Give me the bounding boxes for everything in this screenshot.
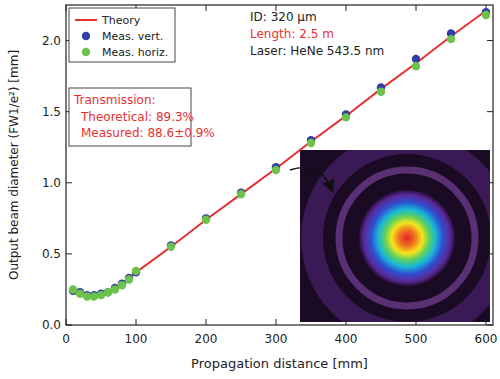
data xyxy=(69,8,490,301)
legend-label: Theory xyxy=(101,14,141,27)
transmission-line: Measured: 88.6±0.9% xyxy=(81,126,215,140)
x-tick xyxy=(486,319,487,325)
x-tick xyxy=(136,319,137,325)
x-tick-top xyxy=(206,5,207,11)
y-tick-label: 1.0 xyxy=(42,176,61,190)
legend: Theory Meas. vert. Meas. horiz. xyxy=(69,8,175,62)
y-tick-label: 2.0 xyxy=(42,34,61,48)
point xyxy=(377,88,385,96)
point xyxy=(307,139,315,147)
y-tick-right xyxy=(487,111,493,112)
x-tick-label: 100 xyxy=(125,332,148,346)
y-axis-label: Output beam diameter (FW1/e²) [mm] xyxy=(7,50,21,280)
x-tick-top xyxy=(416,5,417,11)
legend-label: Meas. vert. xyxy=(102,30,163,43)
y-tick-label: 1.5 xyxy=(42,105,61,119)
annotation: Laser: HeNe 543.5 nm xyxy=(250,44,384,58)
y-tick-right xyxy=(487,40,493,41)
point xyxy=(202,216,210,224)
transmission-title: Transmission: xyxy=(73,93,156,107)
point xyxy=(111,285,119,293)
annotation: Length: 2.5 m xyxy=(250,27,334,41)
annotation: ID: 320 µm xyxy=(250,10,317,24)
x-axis-label: Propagation distance [mm] xyxy=(191,356,368,371)
y-tick xyxy=(66,253,72,254)
x-tick-top xyxy=(346,5,347,11)
transmission-box: Transmission: Theoretical: 89.3% Measured:… xyxy=(69,88,215,146)
frame xyxy=(66,5,493,325)
plot-bg xyxy=(66,5,493,325)
legend-line xyxy=(75,19,97,21)
point xyxy=(447,35,455,43)
point xyxy=(412,62,420,70)
point xyxy=(272,166,280,174)
point xyxy=(132,267,140,275)
inset xyxy=(300,150,490,322)
x-tick-label: 400 xyxy=(335,332,358,346)
legend-label: Meas. horiz. xyxy=(102,46,168,59)
point xyxy=(482,11,490,19)
point xyxy=(90,292,98,300)
x-tick xyxy=(416,319,417,325)
inset-halo xyxy=(312,150,490,322)
x-tick xyxy=(346,319,347,325)
inset-core xyxy=(359,190,455,286)
y-tick-right xyxy=(487,253,493,254)
point xyxy=(69,285,77,293)
point xyxy=(237,190,245,198)
theory-line xyxy=(70,11,487,297)
chart: 0 100 200 300 400 500 600 0.0 0.5 1.0 1.5 2.0 Propag… xyxy=(0,0,500,379)
y-tick-right xyxy=(487,182,493,183)
y-tick xyxy=(66,182,72,183)
point xyxy=(125,275,133,283)
legend-marker xyxy=(82,32,90,40)
x-tick-label: 0 xyxy=(62,332,70,346)
transmission-line: Theoretical: 89.3% xyxy=(80,110,194,124)
point xyxy=(342,113,350,121)
legend-marker xyxy=(82,48,90,56)
legend-box xyxy=(69,8,175,62)
x-tick-label: 200 xyxy=(195,332,218,346)
y-tick-label: 0.5 xyxy=(42,247,61,261)
y-tick-label: 0.0 xyxy=(42,318,61,332)
arrow xyxy=(290,168,332,191)
point xyxy=(118,281,126,289)
x-tick-label: 600 xyxy=(475,332,498,346)
inset-ring xyxy=(339,170,475,306)
point xyxy=(167,243,175,251)
axes: 0 100 200 300 400 500 600 0.0 0.5 1.0 1.5 2.0 xyxy=(42,5,498,346)
x-tick xyxy=(206,319,207,325)
x-tick xyxy=(276,319,277,325)
x-tick-label: 500 xyxy=(405,332,428,346)
x-tick-label: 300 xyxy=(265,332,288,346)
